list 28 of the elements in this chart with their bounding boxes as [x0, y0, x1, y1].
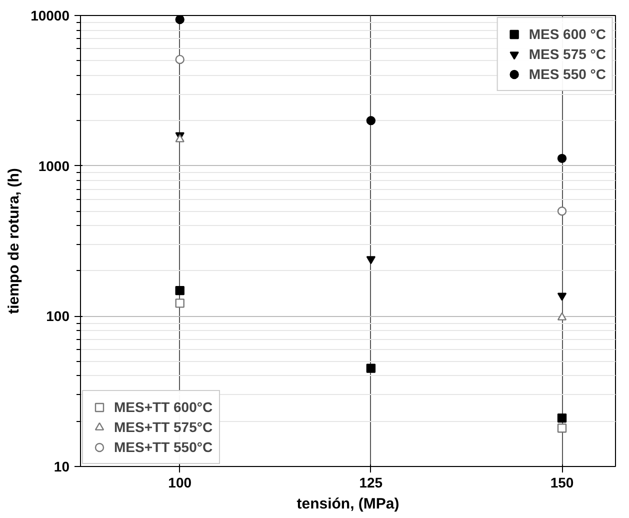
point — [175, 54, 184, 64]
y-tick-label: 10000 — [30, 8, 70, 24]
y-tick-label: 100 — [46, 308, 70, 324]
point — [557, 312, 567, 320]
legend-label: MES 575 °C — [528, 46, 606, 62]
x-tick-label: 125 — [359, 474, 383, 490]
point — [175, 286, 184, 296]
point — [557, 292, 567, 301]
legend-label: MES 550 °C — [528, 66, 606, 82]
x-tick-label: 150 — [550, 474, 574, 490]
x-tick-label: 100 — [168, 474, 192, 490]
point — [366, 116, 376, 126]
y-tick-label: 1000 — [38, 158, 70, 174]
point — [557, 154, 567, 164]
legend-label: MES+TT 575°C — [114, 419, 213, 435]
point — [557, 424, 567, 433]
y-tick-label: 10 — [54, 458, 70, 474]
point — [366, 256, 376, 264]
legend-label: MES 600 °C — [528, 26, 606, 42]
x-axis-title: tensión, (MPa) — [296, 496, 400, 512]
point — [557, 206, 567, 216]
point — [175, 298, 184, 308]
point — [366, 364, 376, 373]
legend-label: MES+TT 600°C — [114, 399, 213, 415]
y-axis-title: tiempo de rotura, (h) — [6, 168, 23, 314]
point — [557, 413, 567, 423]
point — [175, 16, 184, 24]
legend-label: MES+TT 550°C — [114, 439, 213, 455]
